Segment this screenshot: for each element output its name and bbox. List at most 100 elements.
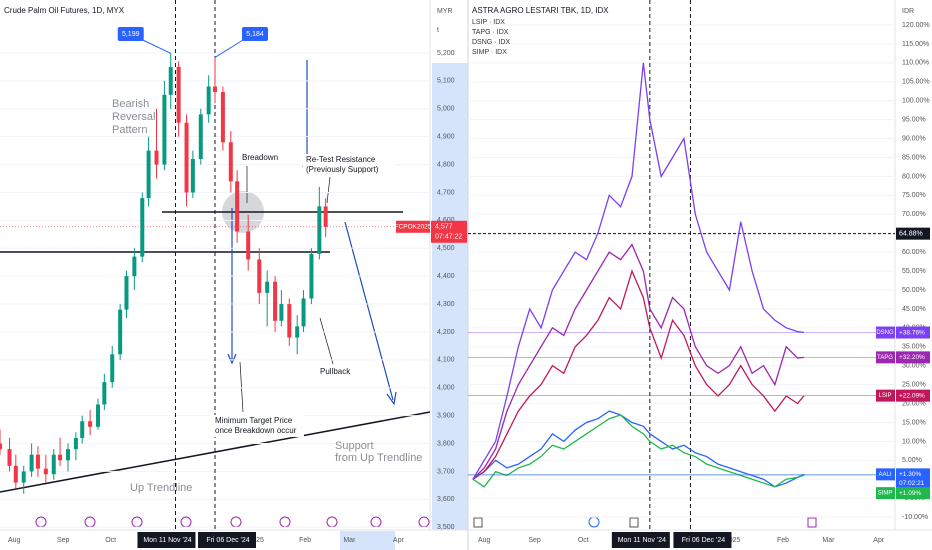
candle-body: [246, 231, 251, 260]
candle-body: [58, 454, 63, 461]
crosshair-label: Fri 06 Dec '24: [206, 537, 249, 544]
x-tick-label: 2025: [248, 537, 264, 544]
y-tick-label: 90.00%: [902, 135, 926, 142]
reference-tag-text: 64.88%: [899, 230, 923, 237]
series-line: [472, 410, 805, 488]
crosshair-label: Mon 11 Nov '24: [618, 537, 666, 544]
y-tick-label: 4,700: [437, 189, 455, 196]
y-tick-label: 55.00%: [902, 268, 926, 275]
candle-body: [220, 92, 225, 143]
countdown: 07:02:21: [899, 480, 925, 487]
y-tick-label: 4,500: [437, 245, 455, 252]
candle-body: [213, 86, 217, 93]
y-tick-label: 70.00%: [902, 211, 926, 218]
crosshair-label-bg: [198, 532, 256, 548]
candle-body: [21, 471, 26, 483]
crosshair-label-bg: [673, 532, 732, 548]
series-name-tag: [876, 389, 895, 402]
y-tick-label: 5,200: [437, 50, 455, 57]
chart-title: Crude Palm Oil Futures, 1D, MYX: [4, 6, 125, 15]
x-tick-label: Feb: [777, 537, 789, 544]
series-value: +22.09%: [899, 392, 925, 399]
y-tick-label: 75.00%: [902, 192, 926, 199]
candle-body: [35, 454, 40, 469]
earnings-icon: [629, 517, 639, 528]
series-name: TAPG: [877, 355, 893, 361]
y-tick-label: 30.00%: [902, 363, 926, 370]
symbol-tag-text: FCPOK2025: [395, 224, 432, 231]
candle-body: [235, 181, 240, 232]
price-tag: [431, 220, 467, 243]
candle-body: [80, 421, 85, 438]
annotation: once Breakdown occur: [215, 426, 297, 435]
series-value-tag: [896, 326, 930, 339]
drawings: [0, 60, 431, 493]
candle-body: [206, 86, 211, 115]
currency-label: MYR: [437, 8, 453, 15]
series-value: +32.20%: [899, 354, 925, 361]
annotation: Reversal: [112, 111, 155, 123]
x-tick-label: Aug: [8, 537, 21, 544]
x-tick-label: Mar: [822, 537, 835, 544]
series-value: +38.76%: [899, 329, 925, 336]
callout-box: [117, 27, 144, 41]
x-tick-label: Sep: [57, 537, 70, 544]
annotation: (Previously Support): [306, 165, 379, 174]
candle-body: [168, 66, 173, 95]
callout-pointer: [214, 39, 244, 58]
y-tick-label: 3,900: [437, 412, 455, 419]
crosshair-label-bg: [137, 532, 196, 548]
candle-body: [301, 298, 306, 327]
pointer: [239, 361, 244, 413]
y-tick-label: 5,100: [437, 78, 455, 85]
candle-body: [198, 114, 203, 159]
y-tick-label: 50.00%: [902, 287, 926, 294]
y-tick-label: 3,700: [437, 468, 455, 475]
candle-body: [265, 281, 270, 293]
arrow-head: [386, 391, 397, 406]
annotation: Bearish: [112, 98, 149, 110]
y-tick-label: 4,000: [437, 385, 455, 392]
candle-body: [110, 354, 115, 383]
arrow: [344, 221, 394, 401]
series-line: [472, 243, 805, 480]
callout-label: 5,184: [246, 31, 264, 38]
pointer: [319, 317, 334, 365]
candle-body: [295, 326, 300, 338]
countdown: 07:47:22: [435, 234, 462, 241]
candle-body: [118, 309, 123, 355]
panel: -10.00%-5.00%0.00%5.00%10.00%15.00%20.00…: [468, 0, 930, 548]
candle-body: [140, 198, 145, 257]
crosshair-label: Fri 06 Dec '24: [682, 537, 725, 544]
y-tick-label: 4,200: [437, 329, 455, 336]
annotation: Breadown: [242, 153, 278, 162]
x-tick-label: Sep: [528, 537, 541, 544]
series-value-tag: [896, 487, 930, 500]
callout-pointer: [142, 39, 171, 54]
series-value-tag: [896, 468, 930, 489]
y-tick-label: 25.00%: [902, 381, 926, 388]
candle-body: [323, 206, 328, 227]
annotation: from Up Trendline: [335, 452, 422, 464]
x-tick-label: Aug: [478, 537, 491, 544]
legend-entry: DSNG · IDX: [472, 39, 510, 46]
legend-entry: LSIP · IDX: [472, 19, 505, 26]
y-tick-label: 105.00%: [902, 79, 930, 86]
y-tick-label: 35.00%: [902, 344, 926, 351]
series-line: [472, 414, 805, 488]
series-line: [472, 269, 805, 480]
candle-body: [0, 443, 2, 450]
unit-label: t: [437, 27, 439, 34]
annotation: Support: [335, 440, 374, 452]
candle-body: [176, 66, 181, 123]
annotation: Up Trendline: [130, 482, 192, 494]
annotation: Minimum Target Price: [215, 416, 293, 425]
series-value: +1.30%: [899, 471, 921, 478]
series-name: AALI: [878, 472, 891, 478]
candle-body: [273, 281, 278, 321]
axis-selection: [432, 63, 468, 530]
series-name: DSNG: [876, 330, 894, 336]
candle-body: [162, 94, 167, 165]
y-tick-label: 95.00%: [902, 116, 926, 123]
y-tick-label: 120.00%: [902, 22, 930, 29]
